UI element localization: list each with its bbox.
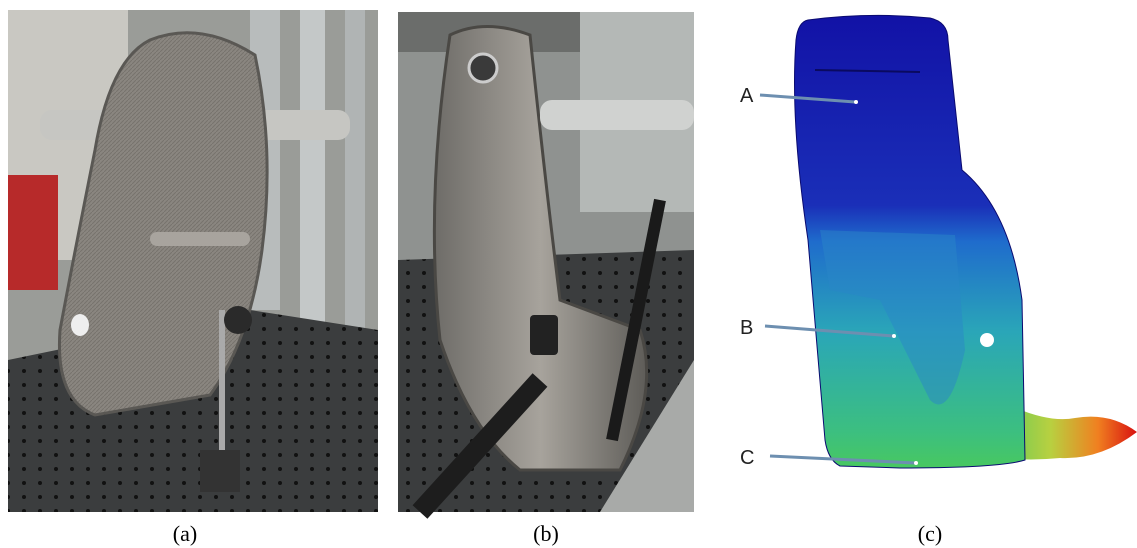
panel-caption: (c): [918, 521, 942, 546]
fe-model-c: A B C: [740, 15, 1137, 469]
point-label: B: [740, 317, 753, 339]
point-label: A: [740, 85, 754, 107]
photo-b: [398, 12, 694, 512]
panel-caption: (a): [173, 521, 197, 546]
figure: A B C (a) (b) (c): [0, 0, 1137, 548]
panel-caption: (b): [533, 521, 559, 546]
photo-a: [8, 10, 378, 512]
point-label: C: [740, 447, 754, 469]
